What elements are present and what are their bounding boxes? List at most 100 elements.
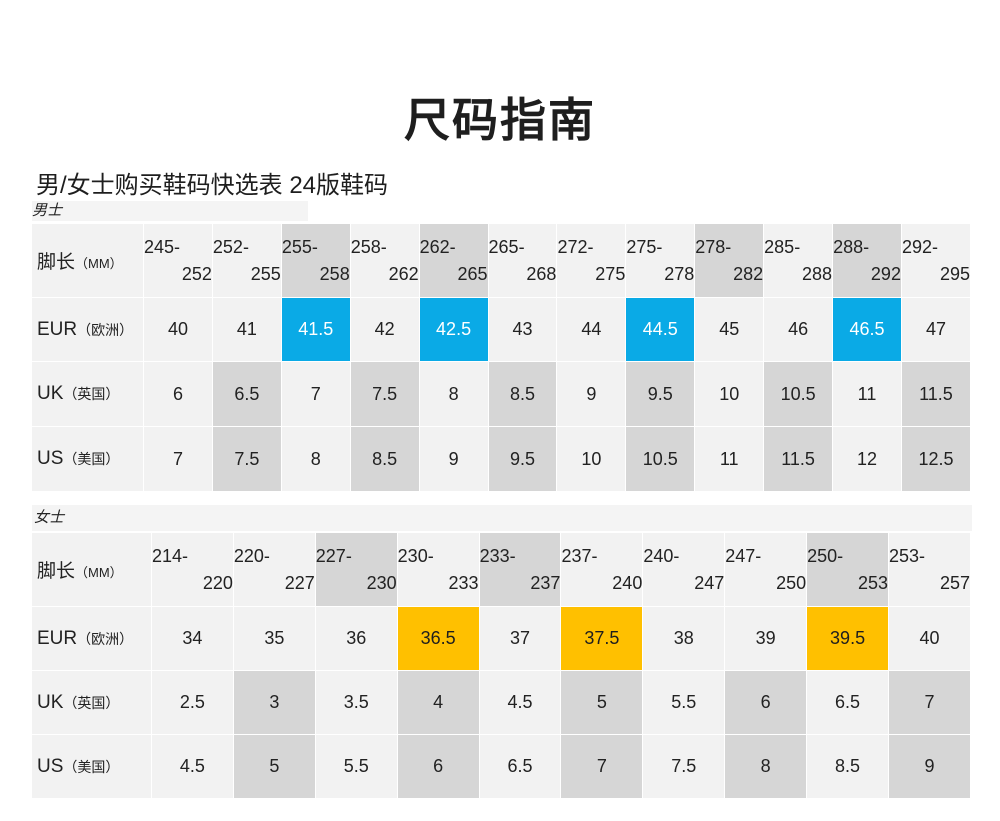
eur-size-cell: 44.5 <box>625 297 696 362</box>
uk-size-cell: 3.5 <box>314 670 398 735</box>
us-size-cell: 9.5 <box>487 426 558 492</box>
foot-length-cell: 252- 255 <box>211 223 282 298</box>
eur-size-cell: 36.5 <box>396 606 480 671</box>
eur-size-cell: 42 <box>349 297 420 362</box>
foot-length-cell: 245- 252 <box>143 223 213 298</box>
eur-size-cell: 36 <box>314 606 398 671</box>
foot-length-cell: 233- 237 <box>478 532 562 607</box>
us-size-cell: 9 <box>418 426 489 492</box>
eur-size-cell: 40 <box>888 606 971 671</box>
row-label-uk: UK（英国） <box>31 361 144 427</box>
uk-size-cell: 6 <box>724 670 808 735</box>
table-row-foot-length: 脚长（MM） 245- 252 252- 255 255- 258 258- 262 262- 2… <box>31 223 972 298</box>
eur-size-cell: 39 <box>724 606 808 671</box>
men-size-table: 脚长（MM） 245- 252 252- 255 255- 258 258- 262 262- 2… <box>31 223 972 492</box>
us-size-cell: 8 <box>280 426 351 492</box>
eur-size-cell: 34 <box>151 606 234 671</box>
foot-length-cell: 288- 292 <box>832 223 902 298</box>
uk-size-cell: 6.5 <box>211 361 282 427</box>
uk-size-cell: 10 <box>694 361 765 427</box>
uk-size-cell: 4 <box>396 670 480 735</box>
us-size-cell: 8.5 <box>806 734 890 799</box>
us-size-cell: 8.5 <box>349 426 420 492</box>
us-size-cell: 8 <box>724 734 808 799</box>
us-size-cell: 7.5 <box>642 734 726 799</box>
foot-length-cell: 227- 230 <box>314 532 398 607</box>
foot-length-cell: 230- 233 <box>396 532 480 607</box>
uk-size-cell: 7 <box>280 361 351 427</box>
eur-size-cell: 35 <box>232 606 316 671</box>
foot-length-cell: 265- 268 <box>487 223 558 298</box>
women-section-label: 女士 <box>32 505 972 531</box>
uk-size-cell: 7 <box>888 670 971 735</box>
table-row-foot-length: 脚长（MM） 214- 220 220- 227 227- 230 230- 233 233- 2… <box>31 532 971 607</box>
row-label-us: US（美国） <box>31 734 152 799</box>
uk-size-cell: 8.5 <box>487 361 558 427</box>
row-label-us: US（美国） <box>31 426 144 492</box>
uk-size-cell: 6 <box>143 361 213 427</box>
row-label-uk: UK（英国） <box>31 670 152 735</box>
eur-size-cell: 45 <box>694 297 765 362</box>
row-label-eur: EUR（欧洲） <box>31 606 152 671</box>
foot-length-cell: 278- 282 <box>694 223 765 298</box>
us-size-cell: 5.5 <box>314 734 398 799</box>
eur-size-cell: 46.5 <box>832 297 902 362</box>
eur-size-cell: 47 <box>900 297 972 362</box>
uk-size-cell: 5 <box>560 670 644 735</box>
foot-length-cell: 292- 295 <box>900 223 972 298</box>
eur-size-cell: 41.5 <box>280 297 351 362</box>
eur-size-cell: 42.5 <box>418 297 489 362</box>
foot-length-cell: 275- 278 <box>625 223 696 298</box>
uk-size-cell: 9 <box>556 361 627 427</box>
subtitle: 男/女士购买鞋码快选表 24版鞋码 <box>36 172 389 199</box>
us-size-cell: 12.5 <box>900 426 972 492</box>
eur-size-cell: 43 <box>487 297 558 362</box>
row-label-foot-length: 脚长（MM） <box>31 223 144 298</box>
uk-size-cell: 11.5 <box>900 361 972 427</box>
us-size-cell: 11 <box>694 426 765 492</box>
foot-length-cell: 255- 258 <box>280 223 351 298</box>
uk-size-cell: 11 <box>832 361 902 427</box>
eur-size-cell: 38 <box>642 606 726 671</box>
foot-length-cell: 250- 253 <box>806 532 890 607</box>
us-size-cell: 6 <box>396 734 480 799</box>
us-size-cell: 10 <box>556 426 627 492</box>
us-size-cell: 4.5 <box>151 734 234 799</box>
foot-length-cell: 285- 288 <box>763 223 834 298</box>
us-size-cell: 7 <box>143 426 213 492</box>
row-label-eur: EUR（欧洲） <box>31 297 144 362</box>
us-size-cell: 6.5 <box>478 734 562 799</box>
uk-size-cell: 5.5 <box>642 670 726 735</box>
uk-size-cell: 7.5 <box>349 361 420 427</box>
uk-size-cell: 9.5 <box>625 361 696 427</box>
eur-size-cell: 44 <box>556 297 627 362</box>
uk-size-cell: 2.5 <box>151 670 234 735</box>
eur-size-cell: 37 <box>478 606 562 671</box>
uk-size-cell: 6.5 <box>806 670 890 735</box>
table-row-uk: UK（英国） 6 6.5 7 7.5 8 8.5 9 9.5 10 10.5 11 11.5 <box>31 361 972 427</box>
foot-length-cell: 240- 247 <box>642 532 726 607</box>
us-size-cell: 11.5 <box>763 426 834 492</box>
us-size-cell: 9 <box>888 734 971 799</box>
table-row-us: US（美国） 4.5 5 5.5 6 6.5 7 7.5 8 8.5 9 <box>31 734 971 799</box>
eur-size-cell: 40 <box>143 297 213 362</box>
table-row-us: US（美国） 7 7.5 8 8.5 9 9.5 10 10.5 11 11.5 12 12.5 <box>31 426 972 492</box>
row-label-foot-length: 脚长（MM） <box>31 532 152 607</box>
uk-size-cell: 10.5 <box>763 361 834 427</box>
us-size-cell: 7.5 <box>211 426 282 492</box>
table-row-eur: EUR（欧洲） 40 41 41.5 42 42.5 43 44 44.5 45 46 46.5 47 <box>31 297 972 362</box>
eur-size-cell: 39.5 <box>806 606 890 671</box>
foot-length-cell: 220- 227 <box>232 532 316 607</box>
foot-length-cell: 247- 250 <box>724 532 808 607</box>
foot-length-cell: 262- 265 <box>418 223 489 298</box>
foot-length-cell: 237- 240 <box>560 532 644 607</box>
us-size-cell: 10.5 <box>625 426 696 492</box>
uk-size-cell: 3 <box>232 670 316 735</box>
us-size-cell: 5 <box>232 734 316 799</box>
table-row-uk: UK（英国） 2.5 3 3.5 4 4.5 5 5.5 6 6.5 7 <box>31 670 971 735</box>
uk-size-cell: 8 <box>418 361 489 427</box>
foot-length-cell: 253- 257 <box>888 532 971 607</box>
foot-length-cell: 258- 262 <box>349 223 420 298</box>
eur-size-cell: 37.5 <box>560 606 644 671</box>
eur-size-cell: 46 <box>763 297 834 362</box>
